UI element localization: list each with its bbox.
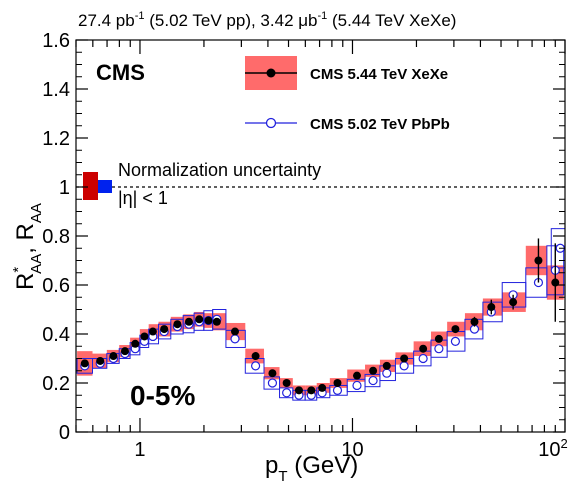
xexe-point	[434, 334, 443, 343]
x-tick-label: 1	[134, 439, 145, 461]
y-tick-label: 0.6	[42, 275, 70, 297]
xexe-point	[184, 317, 193, 326]
xexe-point	[419, 344, 428, 353]
xexe-point	[451, 325, 460, 334]
pbpb-point	[332, 385, 343, 395]
xexe-point	[96, 356, 105, 365]
xexe-point	[333, 379, 342, 387]
normalization-label: Normalization uncertainty	[118, 160, 321, 180]
data-points	[80, 238, 565, 400]
y-axis-label: R*AA, RAA	[10, 203, 45, 290]
y-tick-label: 1	[59, 177, 70, 199]
y-tick-label: 1.6	[42, 30, 70, 52]
pbpb-syst-box	[482, 301, 503, 323]
xexe-point	[173, 320, 182, 329]
pbpb-point	[382, 368, 392, 378]
xexe-point	[160, 325, 169, 334]
xexe-point	[231, 327, 240, 336]
pbpb-point	[399, 361, 409, 371]
x-axis-label: pT (GeV)	[265, 452, 358, 485]
xexe-point	[282, 379, 291, 387]
xexe-point	[131, 339, 140, 348]
x-tick-label: 10	[341, 439, 363, 461]
xexe-point	[80, 359, 89, 368]
xexe-point	[534, 256, 543, 265]
xexe-point	[120, 347, 129, 356]
xexe-point	[400, 354, 409, 363]
xexe-point	[204, 316, 213, 325]
xexe-point	[352, 371, 361, 380]
legend-xexe-marker	[266, 68, 276, 78]
xexe-point	[382, 361, 391, 370]
legend-pbpb-marker	[265, 117, 277, 129]
y-tick-label: 0.2	[42, 373, 70, 395]
xexe-point	[307, 386, 316, 395]
pbpb-normalization-box	[98, 180, 112, 193]
y-tick-label: 1.2	[42, 128, 70, 150]
pbpb-point	[450, 336, 461, 346]
pbpb-point	[418, 353, 428, 364]
legend-xexe-label: CMS 5.44 TeV XeXe	[310, 66, 448, 83]
xexe-point	[148, 327, 157, 336]
xexe-point	[195, 315, 204, 324]
pbpb-point	[282, 388, 292, 398]
xexe-point	[318, 383, 327, 392]
xexe-point	[294, 386, 303, 395]
xexe-point	[251, 352, 260, 361]
xexe-point	[212, 317, 221, 326]
experiment-label: CMS	[96, 60, 145, 85]
pbpb-point	[368, 375, 378, 386]
legend: CMS 5.44 TeV XeXe CMS 5.02 TeV PbPb	[245, 56, 450, 133]
plot-frame	[75, 39, 566, 433]
xexe-point	[369, 366, 378, 375]
pbpb-point	[352, 380, 362, 391]
pbpb-point	[434, 344, 444, 354]
chart-title: 27.4 pb-1 (5.02 TeV pp), 3.42 μb-1 (5.44…	[78, 10, 456, 30]
y-tick-label: 0.8	[42, 226, 70, 248]
xexe-point	[470, 317, 479, 326]
xexe-point	[509, 298, 518, 307]
y-tick-label: 1.4	[42, 79, 70, 101]
xexe-point	[140, 332, 149, 341]
pbpb-point	[230, 334, 240, 344]
centrality-label: 0-5%	[130, 380, 195, 411]
pbpb-point	[250, 361, 261, 371]
xexe-point	[487, 303, 496, 312]
legend-pbpb-label: CMS 5.02 TeV PbPb	[310, 116, 450, 133]
y-tick-label: 0	[59, 422, 70, 444]
pbpb-point	[267, 378, 278, 388]
xexe-point	[109, 352, 118, 361]
eta-label: |η| < 1	[118, 188, 168, 208]
y-tick-label: 0.4	[42, 324, 70, 346]
xexe-point	[268, 369, 277, 378]
xexe-normalization-box	[83, 172, 98, 200]
x-tick-label: 102	[538, 436, 567, 461]
